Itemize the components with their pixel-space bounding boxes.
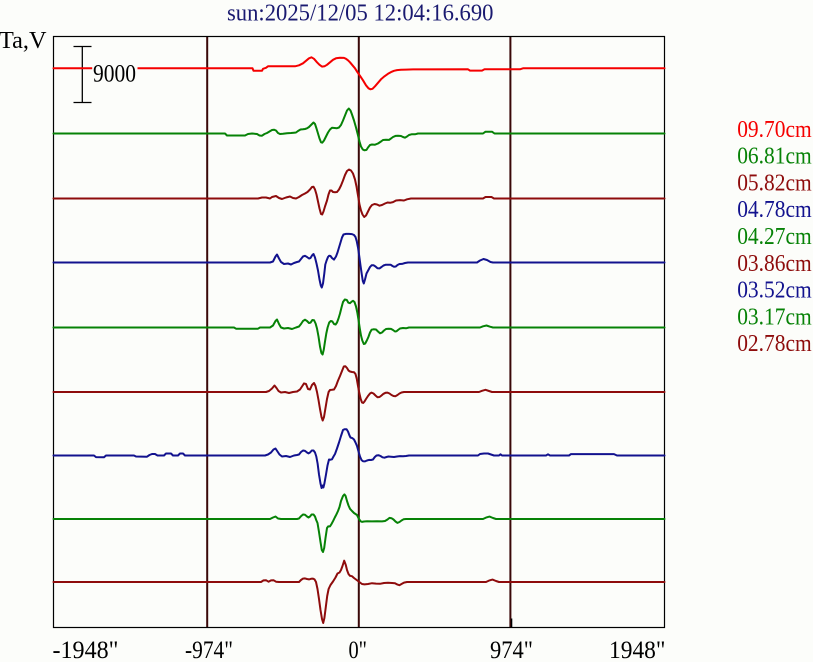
svg-text:1948": 1948"	[609, 637, 666, 662]
svg-text:04.78cm: 04.78cm	[737, 197, 812, 223]
svg-text:02.78cm: 02.78cm	[737, 331, 812, 357]
svg-text:0": 0"	[349, 637, 368, 662]
svg-text:09.70cm: 09.70cm	[737, 117, 812, 143]
svg-text:Ta,V: Ta,V	[0, 28, 47, 54]
svg-text:03.86cm: 03.86cm	[737, 251, 812, 277]
svg-text:-974": -974"	[185, 637, 233, 662]
svg-text:974": 974"	[490, 637, 533, 662]
svg-text:03.17cm: 03.17cm	[737, 304, 812, 330]
svg-text:-1948": -1948"	[53, 637, 119, 662]
svg-text:9000: 9000	[93, 61, 136, 88]
svg-text:06.81cm: 06.81cm	[737, 144, 812, 170]
svg-text:03.52cm: 03.52cm	[737, 278, 812, 304]
svg-text:05.82cm: 05.82cm	[737, 170, 812, 196]
svg-text:sun:2025/12/05 12:04:16.690: sun:2025/12/05 12:04:16.690	[227, 1, 494, 27]
svg-text:04.27cm: 04.27cm	[737, 224, 812, 250]
